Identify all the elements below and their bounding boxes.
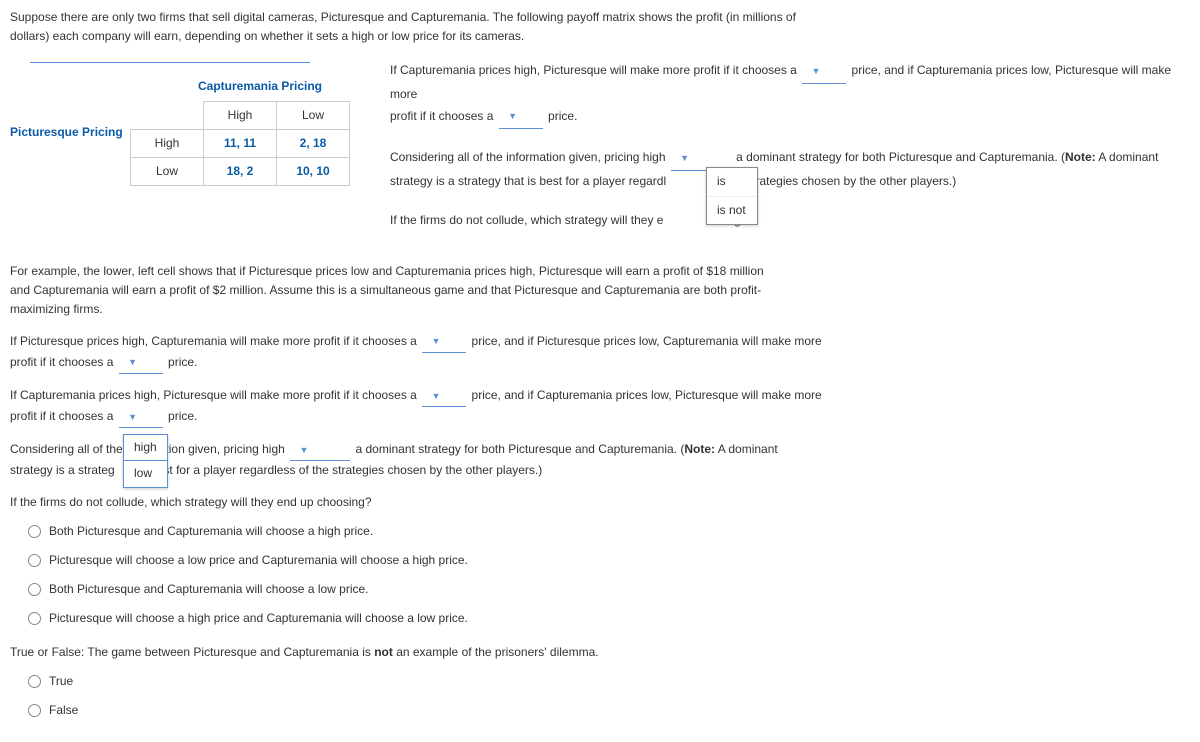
question-1: If Picturesque prices high, Capturemania… [10,332,1190,374]
row-high: High [131,129,204,157]
radio-option[interactable]: Both Picturesque and Capturemania will c… [28,580,1190,599]
dropdown[interactable]: ▼ [290,440,350,461]
radio-option[interactable]: Picturesque will choose a high price and… [28,609,1190,628]
radio-icon [28,525,41,538]
cell-lh: 18, 2 [204,157,277,185]
radio-icon [28,554,41,567]
dropdown-option[interactable]: is not [707,197,757,225]
dropdown[interactable]: ▼ [802,60,846,84]
right-column: If Capturemania prices high, Picturesque… [390,52,1190,250]
right-para-1: If Capturemania prices high, Picturesque… [390,60,1190,129]
chevron-down-icon: ▼ [812,63,821,79]
question-3: Considering all of theation given, prici… [10,440,1190,480]
radio-icon [28,704,41,717]
chevron-down-icon: ▼ [432,334,441,348]
chevron-down-icon: ▼ [128,355,137,369]
radio-icon [28,612,41,625]
chevron-down-icon: ▼ [300,443,309,457]
true-false-question: True or False: The game between Pictures… [10,643,1190,721]
radio-option[interactable]: Picturesque will choose a low price and … [28,551,1190,570]
payoff-matrix-block: Capturemania Pricing Picturesque Pricing… [10,52,350,186]
example-text: For example, the lower, left cell shows … [10,262,770,320]
radio-option[interactable]: False [28,701,1190,720]
question-2: If Capturemania prices high, Picturesque… [10,386,1190,428]
row-header: Picturesque Pricing [10,123,123,142]
cell-hl: 2, 18 [277,129,350,157]
radio-icon [28,583,41,596]
right-para-2: Considering all of the information given… [390,147,1190,192]
col-header: Capturemania Pricing [170,77,350,96]
payoff-table: High Low High 11, 11 2, 18 Low 18, 2 10,… [130,101,350,187]
dropdown[interactable]: ▼ [119,353,163,374]
question-4: If the firms do not collude, which strat… [10,493,1190,629]
chevron-down-icon: ▼ [680,150,689,166]
dropdown[interactable]: ▼ [422,332,466,353]
divider [30,62,310,63]
col-high: High [204,101,277,129]
chevron-down-icon: ▼ [128,410,137,424]
cell-hh: 11, 11 [204,129,277,157]
intro-text: Suppose there are only two firms that se… [10,8,1190,46]
dropdown-option[interactable]: low [124,461,167,486]
radio-option[interactable]: Both Picturesque and Capturemania will c… [28,522,1190,541]
right-para-3: If the firms do not collude, which strat… [390,210,1190,232]
dropdown-option[interactable]: high [124,435,167,461]
dropdown-menu-open[interactable]: high low [123,434,168,487]
dropdown[interactable]: ▼ [119,407,163,428]
cell-ll: 10, 10 [277,157,350,185]
chevron-down-icon: ▼ [432,389,441,403]
row-low: Low [131,157,204,185]
dropdown[interactable]: ▼ [422,386,466,407]
radio-icon [28,675,41,688]
dropdown[interactable]: ▼ [499,106,543,130]
col-low: Low [277,101,350,129]
chevron-down-icon: ▼ [508,108,517,124]
dropdown-option[interactable]: is [707,168,757,197]
dropdown-menu-open[interactable]: is is not [706,167,758,225]
